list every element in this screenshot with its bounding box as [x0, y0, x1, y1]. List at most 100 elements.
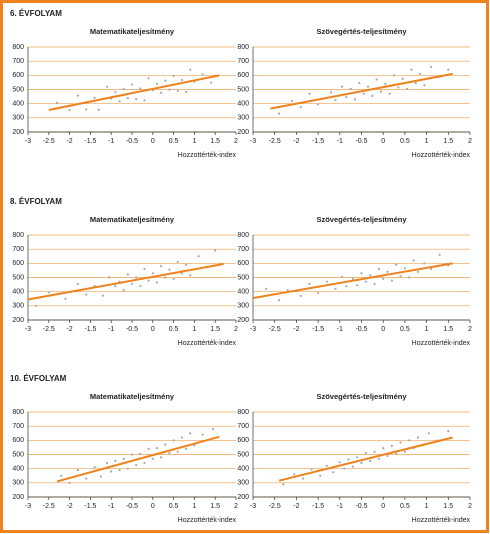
x-tick-label: -2: [66, 138, 72, 145]
x-tick-label: -1: [337, 138, 343, 145]
point: [76, 468, 80, 472]
point: [382, 447, 385, 450]
y-tick-label: 500: [12, 451, 24, 458]
x-tick-label: -3: [250, 503, 256, 510]
point: [395, 263, 398, 266]
point: [135, 464, 138, 467]
trend-line: [278, 436, 453, 482]
point: [189, 68, 192, 71]
point: [386, 454, 389, 458]
point: [93, 96, 96, 99]
x-tick-label: 2: [468, 138, 472, 145]
point: [334, 287, 337, 290]
point: [135, 98, 138, 101]
point: [76, 94, 80, 97]
point: [403, 267, 406, 270]
trend-line: [27, 263, 224, 301]
x-tick-label: 2: [234, 138, 238, 145]
chart-title: Szövegértés-teljesítmény: [316, 27, 407, 36]
section-title: 6. ÉVFOLYAM: [10, 9, 62, 18]
point: [180, 78, 184, 82]
point: [412, 259, 415, 262]
chart-title: Matematikateljesítmény: [90, 27, 175, 36]
point: [308, 92, 311, 95]
point: [340, 85, 344, 88]
x-tick-label: 2: [468, 503, 472, 510]
point: [126, 273, 129, 276]
point: [189, 274, 192, 277]
x-tick-label: -1: [108, 138, 114, 145]
x-tick-label: 1: [425, 326, 429, 333]
x-tick-label: -0.5: [355, 138, 367, 145]
point: [373, 282, 376, 285]
point: [139, 284, 142, 288]
x-tick-label: -2: [293, 326, 299, 333]
y-tick-label: 800: [237, 232, 249, 239]
y-tick-label: 400: [237, 289, 249, 296]
x-tick-label: -0.5: [355, 326, 367, 333]
point: [105, 461, 109, 465]
point: [164, 276, 167, 279]
y-tick-label: 300: [12, 115, 24, 122]
point: [176, 89, 179, 92]
point: [118, 100, 121, 103]
y-tick-label: 200: [237, 129, 249, 136]
point: [99, 475, 102, 478]
point: [180, 436, 184, 439]
chart-title: Matematikateljesítmény: [90, 392, 175, 401]
point: [147, 279, 150, 282]
point: [135, 276, 138, 279]
point: [143, 461, 146, 465]
x-tick-label: -2: [293, 503, 299, 510]
point: [369, 459, 372, 462]
y-tick-label: 600: [12, 437, 24, 444]
point: [60, 474, 63, 477]
point: [168, 451, 171, 455]
point: [209, 81, 213, 84]
y-tick-label: 800: [237, 409, 249, 416]
x-tick-label: -0.5: [126, 326, 138, 333]
y-tick-label: 200: [237, 494, 249, 501]
point: [160, 456, 163, 459]
x-tick-label: -1: [337, 503, 343, 510]
y-tick-label: 500: [12, 86, 24, 93]
x-tick-label: 0.5: [400, 503, 410, 510]
point: [277, 299, 281, 302]
x-tick-label: -2.5: [43, 326, 55, 333]
x-tick-label: -2: [66, 326, 72, 333]
point: [438, 253, 441, 256]
point: [447, 68, 450, 71]
point: [299, 105, 302, 109]
point: [68, 108, 71, 112]
point: [343, 467, 346, 470]
point: [172, 277, 175, 281]
point: [130, 282, 134, 285]
point: [93, 466, 96, 469]
point: [345, 285, 348, 288]
point: [382, 277, 385, 281]
x-tick-label: 0: [151, 503, 155, 510]
point: [47, 291, 50, 294]
x-tick-label: 1: [192, 503, 196, 510]
point: [345, 96, 348, 99]
point: [147, 77, 150, 80]
point: [143, 267, 146, 271]
x-tick-label: -2: [66, 503, 72, 510]
point: [108, 276, 111, 279]
point: [338, 461, 341, 464]
point: [35, 304, 38, 307]
point: [130, 83, 134, 86]
point: [168, 268, 171, 271]
x-axis-label: Hozzottérték-index: [178, 152, 237, 159]
point: [114, 91, 117, 94]
y-tick-label: 500: [237, 274, 249, 281]
y-tick-label: 700: [237, 423, 249, 430]
point: [101, 294, 104, 297]
point: [189, 432, 192, 435]
point: [418, 72, 422, 76]
section-title: 10. ÉVFOLYAM: [10, 374, 67, 383]
y-tick-label: 800: [237, 44, 249, 51]
point: [373, 450, 376, 453]
point: [427, 432, 430, 435]
